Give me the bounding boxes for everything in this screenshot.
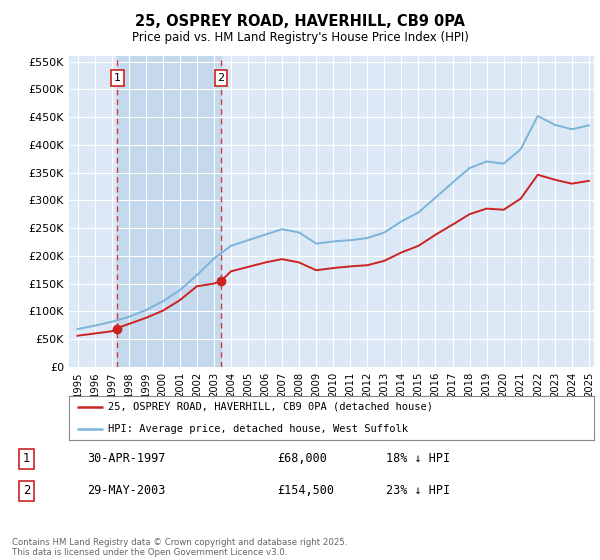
Text: 18% ↓ HPI: 18% ↓ HPI xyxy=(386,452,451,465)
Text: £68,000: £68,000 xyxy=(277,452,327,465)
Text: 1: 1 xyxy=(114,73,121,83)
Text: 30-APR-1997: 30-APR-1997 xyxy=(87,452,165,465)
Text: 25, OSPREY ROAD, HAVERHILL, CB9 0PA (detached house): 25, OSPREY ROAD, HAVERHILL, CB9 0PA (det… xyxy=(109,402,433,412)
Bar xyxy=(117,56,221,367)
Text: Price paid vs. HM Land Registry's House Price Index (HPI): Price paid vs. HM Land Registry's House … xyxy=(131,31,469,44)
Text: £154,500: £154,500 xyxy=(277,484,334,497)
Text: 1: 1 xyxy=(23,452,30,465)
Text: 23% ↓ HPI: 23% ↓ HPI xyxy=(386,484,451,497)
Text: Contains HM Land Registry data © Crown copyright and database right 2025.
This d: Contains HM Land Registry data © Crown c… xyxy=(12,538,347,557)
Text: 29-MAY-2003: 29-MAY-2003 xyxy=(87,484,165,497)
Text: HPI: Average price, detached house, West Suffolk: HPI: Average price, detached house, West… xyxy=(109,424,409,433)
Text: 2: 2 xyxy=(23,484,30,497)
Text: 25, OSPREY ROAD, HAVERHILL, CB9 0PA: 25, OSPREY ROAD, HAVERHILL, CB9 0PA xyxy=(135,14,465,29)
Text: 2: 2 xyxy=(217,73,224,83)
